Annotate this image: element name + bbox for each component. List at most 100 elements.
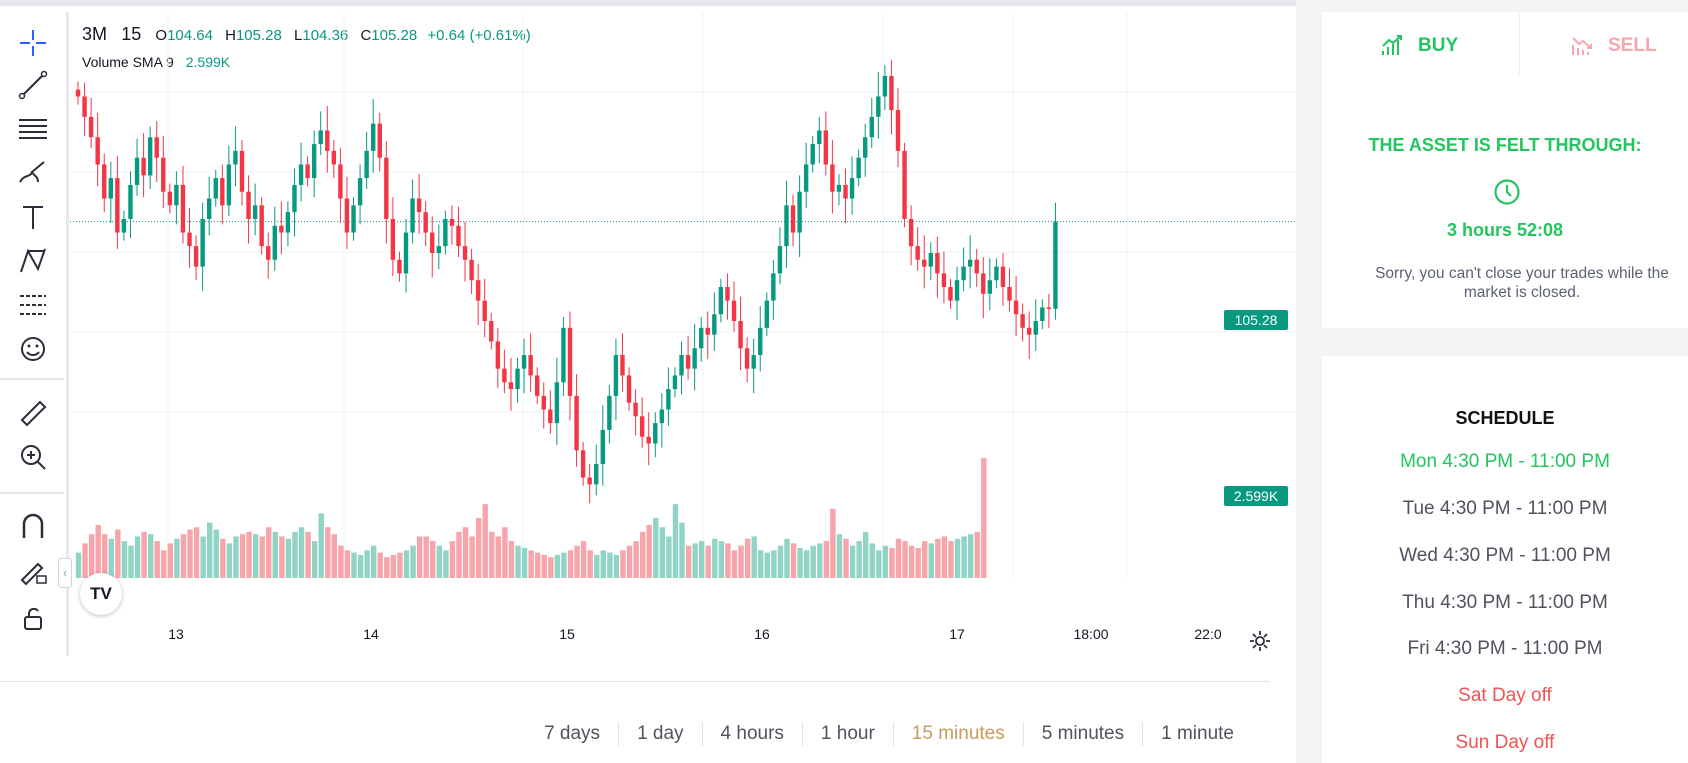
candle-body (981, 273, 986, 294)
forecast-icon[interactable] (14, 288, 52, 322)
crosshair-icon[interactable] (14, 26, 52, 60)
unlock-icon[interactable] (14, 602, 52, 636)
trade-card: BUY SELL THE ASSET IS FELT THROUGH: 3 ho… (1322, 12, 1688, 328)
candle-body (987, 280, 993, 294)
candle-body (633, 402, 638, 417)
legend-close: 105.28 (371, 27, 418, 44)
time-axis: 13 14 15 16 17 18:00 22:0 (70, 626, 1221, 656)
volume-bar (449, 541, 456, 578)
volume-bar (226, 543, 233, 578)
volume-bar (941, 536, 948, 578)
candle-body (344, 198, 350, 233)
candle-body (830, 164, 835, 192)
volume-bar (423, 536, 429, 578)
volume-bar (207, 522, 213, 578)
buy-button[interactable]: BUY (1380, 12, 1458, 80)
volume-bar (121, 541, 128, 578)
candle-body (430, 232, 435, 253)
ruler-icon[interactable] (14, 396, 52, 430)
candle-body (292, 184, 297, 213)
volume-bar (915, 548, 921, 578)
timeframe-15m[interactable]: 15 minutes (892, 722, 1023, 746)
candle-body (948, 287, 953, 301)
candle-body (193, 246, 199, 267)
candle-body (908, 218, 914, 247)
candle-body (285, 212, 291, 233)
candle-body (102, 164, 107, 199)
candle-body (207, 198, 212, 219)
price-chart[interactable] (70, 12, 1296, 666)
magnet-icon[interactable] (14, 510, 52, 544)
time-tick: 13 (168, 626, 184, 642)
candle-body (443, 218, 448, 247)
clock-icon (1494, 179, 1520, 205)
candle-body (364, 150, 369, 179)
candle-body (790, 205, 796, 233)
volume-bar (161, 550, 167, 578)
volume-bar (397, 552, 403, 578)
gear-icon[interactable] (1248, 629, 1272, 653)
candle-body (777, 246, 783, 274)
volume-bar (666, 536, 672, 578)
candle-body (731, 300, 737, 322)
candle-body (187, 232, 192, 247)
volume-bar (193, 527, 200, 578)
timeframe-7d[interactable]: 7 days (544, 723, 601, 744)
sell-button[interactable]: SELL (1570, 12, 1657, 80)
brush-icon[interactable] (14, 156, 52, 190)
candle-body (449, 218, 455, 226)
fib-icon[interactable] (14, 112, 52, 146)
candle-body (935, 252, 940, 274)
trend-line-icon[interactable] (14, 68, 52, 102)
volume-bar (561, 552, 567, 578)
candle-body (738, 321, 743, 349)
candle-body (95, 137, 100, 165)
candle-body (666, 389, 671, 410)
volume-bar (928, 543, 934, 578)
timeframe-5m[interactable]: 5 minutes (1022, 722, 1142, 746)
text-icon[interactable] (14, 200, 52, 234)
toolbar-collapse-handle[interactable]: ‹ (58, 558, 72, 588)
pattern-icon[interactable] (14, 244, 52, 278)
timeframe-1h[interactable]: 1 hour (801, 722, 893, 746)
legend-interval: 15 (121, 24, 142, 44)
volume-bar (672, 504, 679, 578)
candle-body (88, 116, 94, 138)
volume-bar (154, 541, 160, 578)
volume-bar (843, 538, 849, 578)
legend-symbol: 3M (82, 24, 108, 44)
candle-body (836, 184, 842, 192)
candle-body (922, 259, 927, 267)
volume-tag: 2.599K (1224, 486, 1288, 506)
volume-bar (200, 536, 206, 578)
schedule-row-tue: Tue 4:30 PM - 11:00 PM (1402, 498, 1608, 519)
legend-low-key: L (294, 27, 303, 44)
volume-bar (384, 557, 390, 578)
chart-down-icon (1572, 37, 1592, 55)
market-closed-message: Sorry, you can't close your trades while… (1375, 265, 1669, 301)
chart-area[interactable]: ‹ 3M 15 O104.64 H105.28 L104.36 C105.28 … (0, 0, 1298, 666)
lock-drawing-icon[interactable] (14, 554, 52, 588)
time-tick: 17 (949, 626, 965, 642)
volume-bar (285, 538, 292, 578)
zoom-in-icon[interactable] (14, 440, 52, 474)
timeframe-4h[interactable]: 4 hours (701, 722, 802, 746)
candle-body (751, 355, 756, 369)
candle-body (626, 375, 632, 403)
candle-body (594, 463, 599, 485)
emoji-icon[interactable] (14, 332, 52, 366)
candle-body (174, 184, 179, 206)
candle-body (436, 246, 441, 253)
candle-body (521, 355, 527, 369)
tradingview-logo[interactable]: TV (80, 573, 122, 615)
volume-bar (82, 543, 88, 578)
timeframe-1d[interactable]: 1 day (618, 722, 701, 746)
volume-bar (298, 527, 305, 578)
candle-body (403, 232, 409, 274)
volume-bar (817, 543, 823, 578)
volume-bar (777, 545, 784, 578)
timeframe-1m[interactable]: 1 minute (1142, 722, 1252, 746)
volume-bar (639, 531, 646, 578)
volume-bar (482, 504, 488, 578)
candle-body (869, 116, 874, 138)
